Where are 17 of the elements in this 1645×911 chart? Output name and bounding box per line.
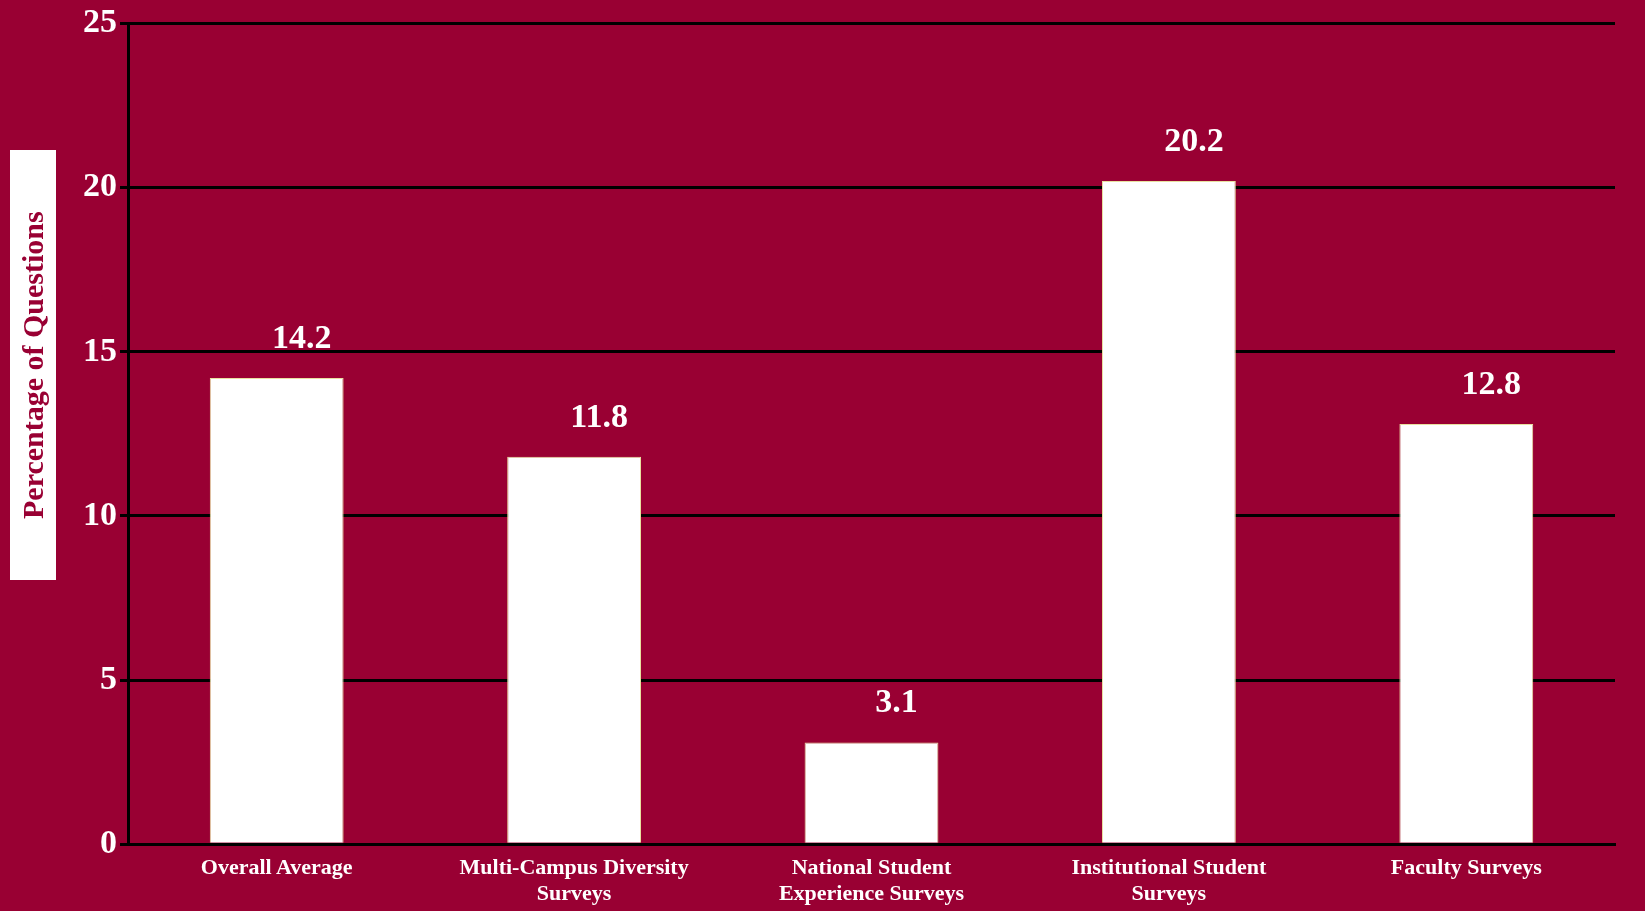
y-tick-label: 20 [83, 166, 117, 204]
data-label: 3.1 [875, 682, 918, 720]
y-tick-label: 10 [83, 494, 117, 532]
y-tick-label: 25 [83, 2, 117, 40]
y-tick-label: 5 [100, 658, 117, 696]
x-tick-label: National Student Experience Surveys [778, 854, 965, 906]
x-tick-label: Institutional Student Surveys [1071, 854, 1268, 906]
x-tick-label: Multi-Campus Diversity Surveys [459, 854, 689, 906]
y-axis-title: Percentage of Questions [10, 150, 56, 580]
data-label: 12.8 [1461, 363, 1522, 401]
data-label: 11.8 [570, 396, 628, 434]
x-tick-label: Faculty Surveys [1390, 854, 1543, 880]
y-tick-label: 0 [100, 822, 117, 860]
x-tick-label: Overall Average [200, 854, 353, 880]
data-label: 14.2 [271, 317, 332, 355]
data-label: 20.2 [1164, 120, 1224, 158]
y-tick-label: 15 [83, 330, 117, 368]
